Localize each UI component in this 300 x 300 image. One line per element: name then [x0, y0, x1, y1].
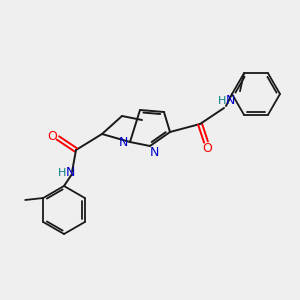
- Text: N: N: [65, 167, 75, 179]
- Text: O: O: [202, 142, 212, 155]
- Text: H: H: [218, 96, 226, 106]
- Text: N: N: [149, 146, 159, 158]
- Text: N: N: [225, 94, 235, 107]
- Text: H: H: [58, 168, 66, 178]
- Text: N: N: [118, 136, 128, 149]
- Text: O: O: [47, 130, 57, 143]
